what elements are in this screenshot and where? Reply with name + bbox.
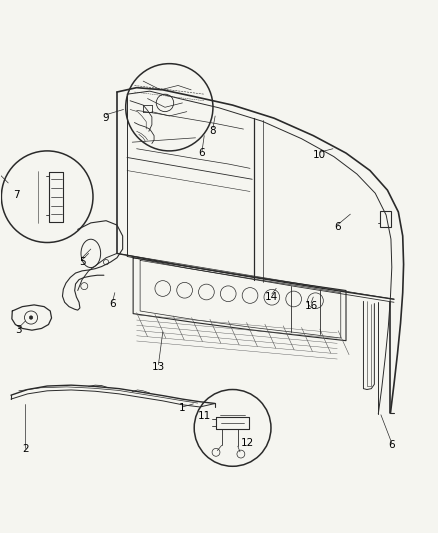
Text: 16: 16 <box>304 301 317 311</box>
Text: 11: 11 <box>197 411 210 421</box>
Text: 6: 6 <box>109 298 116 309</box>
Text: 12: 12 <box>240 438 253 448</box>
Text: 5: 5 <box>78 257 85 267</box>
Text: 6: 6 <box>388 440 394 450</box>
Text: 1: 1 <box>179 403 185 413</box>
Text: 14: 14 <box>265 292 278 302</box>
Text: 10: 10 <box>313 150 325 160</box>
Circle shape <box>29 316 33 319</box>
Text: 9: 9 <box>102 113 109 123</box>
Text: 6: 6 <box>333 222 340 232</box>
Text: 3: 3 <box>15 325 22 335</box>
Text: 13: 13 <box>152 362 165 372</box>
Text: 2: 2 <box>22 444 28 454</box>
Text: 6: 6 <box>198 148 205 158</box>
Text: 7: 7 <box>13 190 20 199</box>
Text: 8: 8 <box>209 126 216 136</box>
